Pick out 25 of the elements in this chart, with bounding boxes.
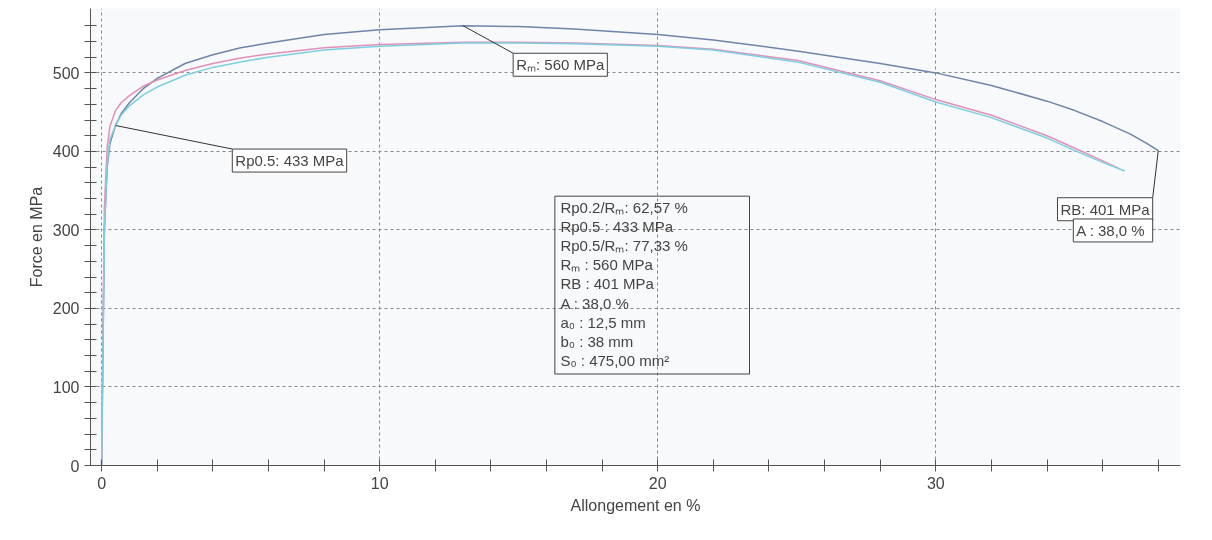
annotation: Rp0.5 : 433 MPa [560, 217, 674, 235]
y-tick-label: 400 [52, 143, 80, 161]
annotation: Rp0.5/Rₘ: 77,33 % [560, 237, 688, 254]
annotation: Rₘ : 560 MPa [560, 256, 654, 274]
x-tick-label: 0 [97, 474, 107, 492]
annotation: a₀ : 12,5 mm [560, 313, 646, 331]
y-tick-label: 500 [52, 64, 80, 82]
annotation: A : 38,0 % [1076, 221, 1145, 239]
annotation: RB : 401 MPa [560, 275, 655, 293]
annotation: Rp0.2/Rₘ: 62,57 % [560, 198, 688, 216]
y-tick-label: 100 [52, 378, 80, 396]
y-tick-label: 200 [52, 300, 80, 318]
annotation: S₀ : 475,00 mm² [560, 352, 670, 370]
annotation: Rₘ: 560 MPa [516, 56, 606, 74]
y-axis-title: Force en MPa [27, 186, 45, 288]
x-tick-label: 20 [648, 474, 667, 492]
x-tick-label: 30 [926, 474, 945, 492]
y-tick-label: 300 [52, 221, 80, 239]
x-tick-label: 10 [370, 474, 389, 492]
annotation: A : 38,0 % [560, 294, 629, 312]
annotation: b₀ : 38 mm [560, 333, 634, 351]
annotation: Rp0.5: 433 MPa [235, 152, 345, 170]
x-axis-title: Allongement en % [570, 496, 701, 514]
annotation: RB: 401 MPa [1060, 200, 1151, 218]
y-tick-label: 0 [70, 457, 80, 475]
